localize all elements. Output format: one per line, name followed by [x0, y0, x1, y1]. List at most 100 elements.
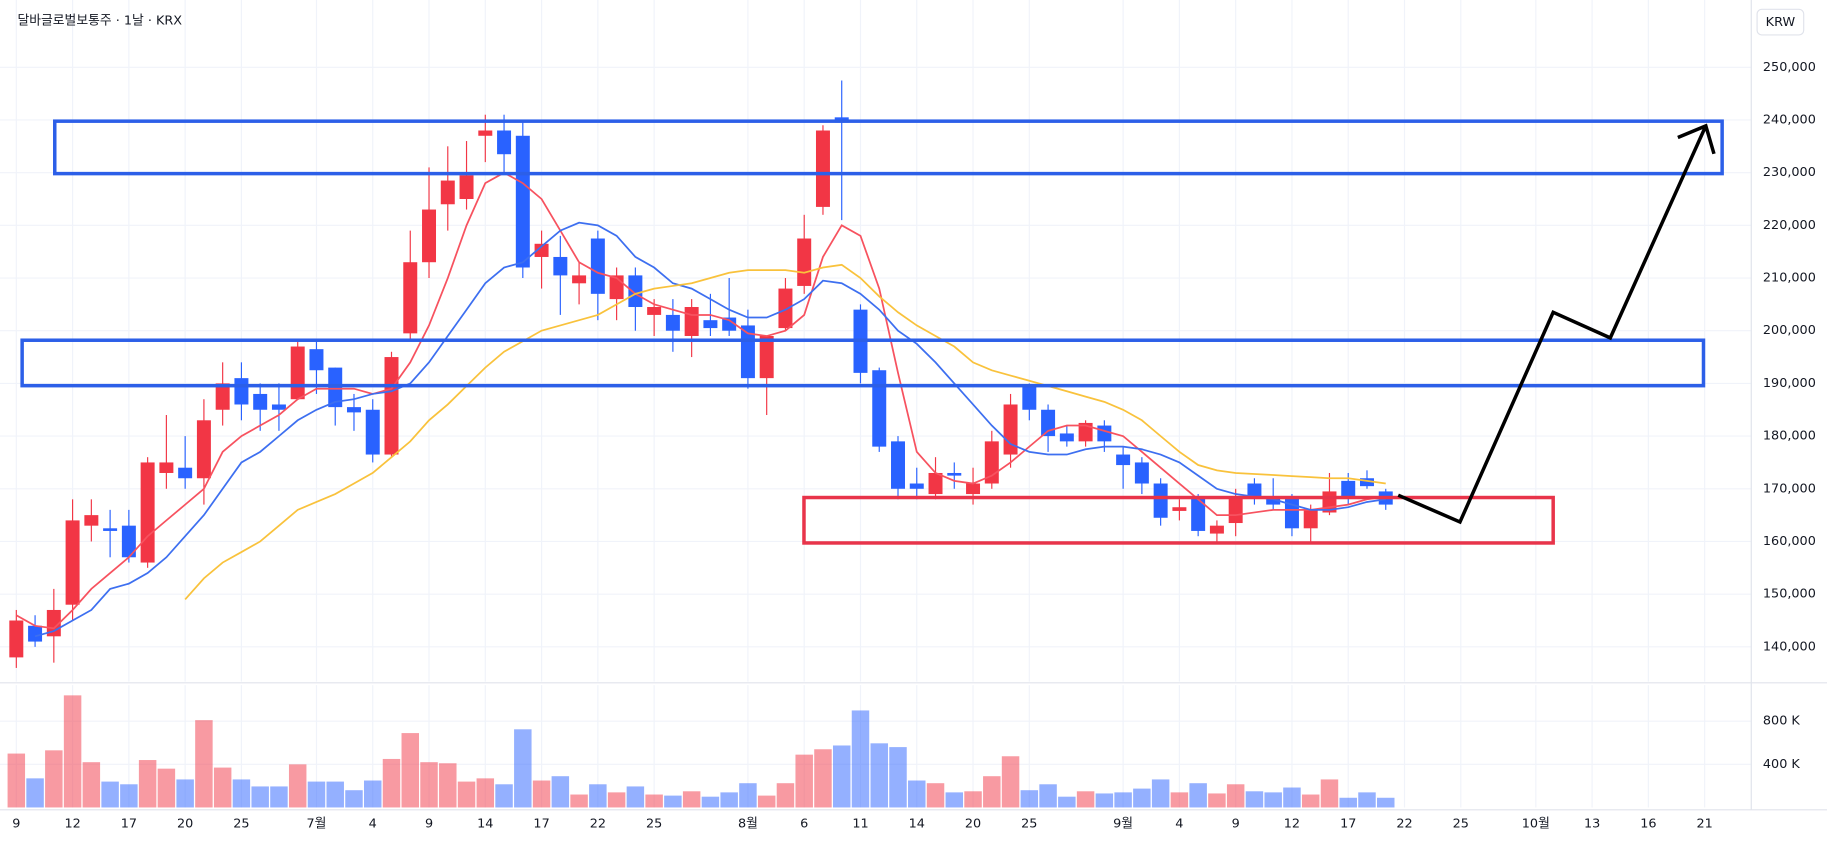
volume-bar: [1170, 792, 1189, 808]
volume-bar: [645, 794, 663, 808]
x-tick-label: 17: [1340, 816, 1356, 831]
volume-bar: [120, 784, 138, 808]
x-tick-label: 20: [177, 816, 193, 831]
support-box: [802, 495, 1555, 545]
x-tick-label: 25: [233, 816, 249, 831]
moving-average-line: [184, 263, 1386, 601]
currency-label[interactable]: KRW: [1766, 15, 1796, 30]
volume-bar: [1283, 787, 1301, 808]
volume-tick-label: 800 K: [1763, 714, 1800, 729]
volume-bar: [926, 783, 945, 808]
candle-body: [253, 393, 268, 410]
volume-bar: [1133, 788, 1151, 808]
volume-bar: [7, 753, 26, 808]
volume-bar: [251, 786, 269, 808]
x-tick-label: 22: [590, 816, 606, 831]
x-tick-label: 10월: [1522, 816, 1550, 831]
volume-bar: [495, 784, 513, 808]
x-tick-label: 16: [1640, 816, 1656, 831]
volume-bar: [1095, 793, 1114, 808]
candle-body: [140, 462, 155, 563]
y-tick-label: 140,000: [1763, 639, 1816, 654]
candle-body: [215, 383, 230, 410]
y-tick-label: 200,000: [1763, 323, 1816, 338]
candle-body: [28, 625, 43, 642]
volume-bar: [776, 783, 795, 808]
volume-bar: [570, 794, 588, 808]
candle-body: [1228, 496, 1243, 524]
candle-body: [1059, 433, 1074, 442]
candle-body: [703, 320, 718, 329]
volume-bar: [983, 776, 1001, 808]
x-tick-label: 4: [1175, 816, 1183, 831]
candle-body: [872, 370, 887, 447]
currency-button[interactable]: [1756, 8, 1805, 36]
y-tick-label: 170,000: [1763, 481, 1816, 496]
candle-body: [928, 472, 943, 495]
candle-body: [1097, 425, 1112, 442]
y-tick-label: 250,000: [1763, 60, 1816, 75]
volume-bar: [589, 784, 607, 808]
x-tick-label: 6: [800, 816, 808, 831]
candle-body: [65, 520, 80, 605]
candle-body: [497, 130, 512, 155]
y-tick-label: 180,000: [1763, 429, 1816, 444]
volume-bar: [1301, 794, 1320, 808]
candle-body: [628, 275, 643, 308]
x-tick-label: 9: [12, 816, 20, 831]
candle-body: [384, 357, 399, 455]
candle-body: [1134, 462, 1149, 484]
candle-body: [178, 467, 193, 479]
candle-body: [1003, 404, 1018, 455]
x-tick-label: 12: [1284, 816, 1300, 831]
candle-body: [1022, 386, 1037, 410]
volume-bar: [195, 720, 213, 808]
volume-bar: [851, 710, 870, 808]
candle-body: [346, 407, 361, 413]
moving-average-line: [34, 221, 1386, 638]
volume-bar: [213, 767, 232, 808]
moving-average-line: [15, 171, 1386, 630]
volume-bar: [551, 776, 570, 808]
candle-body: [891, 441, 905, 489]
candle-body: [759, 335, 774, 379]
x-tick-label: 12: [64, 816, 80, 831]
y-tick-label: 240,000: [1763, 112, 1816, 127]
volume-bar: [1377, 797, 1395, 808]
volume-bar: [26, 778, 44, 808]
x-tick-label: 21: [1697, 816, 1713, 831]
volume-bar: [1020, 790, 1039, 808]
volume-tick-label: 400 K: [1763, 757, 1800, 772]
x-tick-label: 8월: [738, 816, 758, 831]
volume-bar: [1039, 784, 1057, 808]
y-tick-label: 190,000: [1763, 376, 1816, 391]
candle-body: [84, 515, 99, 526]
candle-body: [1266, 496, 1281, 505]
volume-bar: [1001, 756, 1020, 808]
volume-bar: [288, 764, 307, 808]
volume-bar: [945, 792, 964, 808]
volume-bar: [532, 780, 551, 808]
volume-bar: [1358, 792, 1376, 808]
x-tick-label: 9: [425, 816, 433, 831]
candle-body: [422, 209, 437, 263]
volume-bar: [701, 796, 720, 808]
y-tick-label: 210,000: [1763, 271, 1816, 286]
candle-body: [1284, 496, 1299, 529]
volume-bar: [457, 781, 476, 808]
candle-body: [1209, 525, 1224, 534]
candle-body: [590, 238, 605, 294]
candle-body: [722, 317, 737, 331]
volume-bar: [626, 786, 645, 808]
candle-body: [553, 256, 568, 276]
x-tick-label: 14: [477, 816, 493, 831]
candle-body: [271, 404, 286, 410]
volume-bar: [1264, 792, 1282, 808]
annotations: [20, 119, 1724, 545]
candle-body: [797, 238, 812, 286]
y-tick-label: 150,000: [1763, 587, 1816, 602]
volume-bar: [607, 792, 626, 808]
volume-bar: [138, 760, 157, 808]
volume-bar: [1114, 792, 1132, 808]
volume-bar: [889, 747, 907, 808]
